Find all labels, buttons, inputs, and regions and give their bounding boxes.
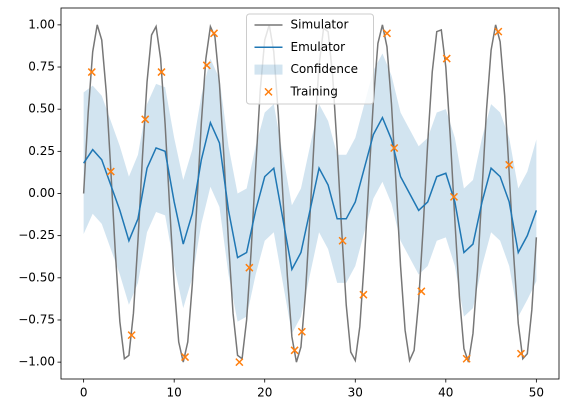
training-point	[442, 54, 451, 63]
training-point	[127, 331, 136, 340]
legend-box	[246, 13, 374, 105]
y-tick-label: 1.00	[28, 17, 55, 31]
legend-label: Training	[290, 84, 338, 98]
training-point	[505, 160, 514, 169]
training-point	[141, 115, 150, 124]
plot-area	[82, 23, 538, 367]
training-point	[297, 327, 306, 336]
confidence-band	[83, 53, 537, 334]
legend-label: Emulator	[291, 40, 346, 54]
training-point	[338, 236, 347, 245]
y-tick-label: −0.75	[18, 312, 55, 326]
y-tick-label: −1.00	[18, 355, 55, 369]
line	[82, 23, 538, 364]
training-point	[290, 346, 299, 355]
legend: Simulator Emulator Confidence Training	[246, 13, 374, 105]
legend-swatch	[254, 64, 283, 75]
y-tick-label: 0.00	[28, 186, 55, 200]
x-tick-label: 10	[167, 386, 182, 400]
x-tick-label: 30	[348, 386, 363, 400]
training-point	[449, 192, 458, 201]
x-tick-label: 50	[529, 386, 544, 400]
x-tick-label: 0	[80, 386, 88, 400]
training-point	[417, 287, 426, 296]
training-point	[390, 143, 399, 152]
training-point	[235, 358, 244, 367]
training-point	[494, 27, 503, 36]
y-tick-label: 0.75	[28, 60, 55, 74]
y-tick-label: −0.25	[18, 228, 55, 242]
training-point	[181, 353, 190, 362]
y-tick-label: −0.50	[18, 270, 55, 284]
training-point	[516, 349, 526, 358]
y-tick-label: 0.50	[28, 102, 55, 116]
training-point	[245, 263, 254, 272]
training-point	[382, 29, 391, 38]
training-point	[106, 167, 115, 176]
legend-label: Simulator	[291, 18, 349, 32]
legend-swatch	[264, 87, 273, 96]
training-point	[202, 61, 211, 70]
training-point	[462, 354, 471, 363]
training-point	[157, 68, 166, 77]
line	[83, 115, 538, 272]
training-point	[209, 29, 219, 38]
legend-label: Confidence	[291, 62, 358, 76]
x-tick-label: 20	[257, 386, 272, 400]
training-point	[359, 290, 368, 299]
training-point	[87, 68, 96, 77]
y-tick-label: 0.25	[28, 144, 55, 158]
x-tick-label: 40	[438, 386, 453, 400]
